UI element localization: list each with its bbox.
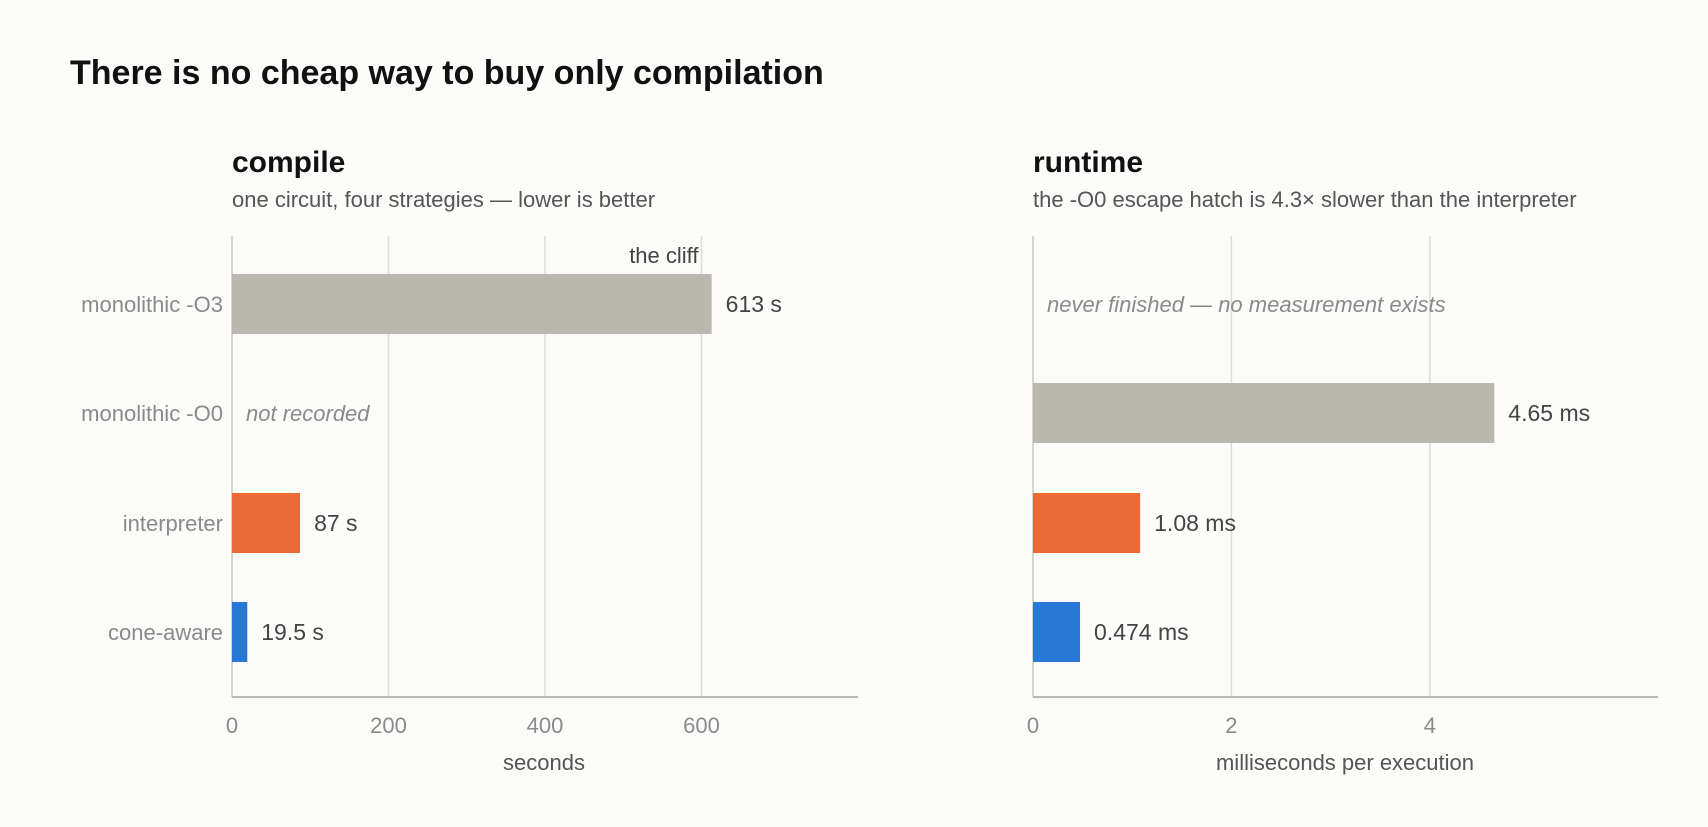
compile-x-tick-label: 600 <box>683 713 720 738</box>
runtime-bar-monolithic-o0 <box>1033 383 1495 443</box>
runtime-x-tick-label: 4 <box>1424 713 1436 738</box>
compile-bar-monolithic-o3 <box>232 274 712 334</box>
runtime-value-label-monolithic-o0: 4.65 ms <box>1508 400 1590 426</box>
runtime-panel: runtime the -O0 escape hatch is 4.3× slo… <box>1027 146 1658 775</box>
figure-title: There is no cheap way to buy only compil… <box>70 54 824 92</box>
compile-x-axis-label: seconds <box>503 750 585 775</box>
runtime-missing-note-monolithic-o3: never finished — no measurement exists <box>1047 292 1446 317</box>
compile-panel-subtitle: one circuit, four strategies — lower is … <box>232 187 655 212</box>
runtime-panel-title: runtime <box>1033 146 1143 179</box>
compile-x-tick-label: 400 <box>527 713 564 738</box>
runtime-x-tick-label: 0 <box>1027 713 1039 738</box>
compile-annotation: the cliff <box>629 243 699 268</box>
runtime-panel-subtitle: the -O0 escape hatch is 4.3× slower than… <box>1033 187 1577 212</box>
compile-bar-interpreter <box>232 493 301 553</box>
runtime-value-label-cone-aware: 0.474 ms <box>1094 619 1189 645</box>
category-label-monolithic-o0: monolithic -O0 <box>81 401 223 426</box>
compile-x-tick-label: 200 <box>370 713 407 738</box>
compile-panel: compile one circuit, four strategies — l… <box>81 146 858 775</box>
runtime-x-axis-label: milliseconds per execution <box>1216 750 1474 775</box>
compile-value-label-interpreter: 87 s <box>314 510 357 536</box>
runtime-bar-cone-aware <box>1033 602 1081 662</box>
compile-missing-note-monolithic-o0: not recorded <box>246 401 370 426</box>
runtime-bar-interpreter <box>1033 493 1141 553</box>
category-label-cone-aware: cone-aware <box>108 620 223 645</box>
compile-value-label-cone-aware: 19.5 s <box>261 619 324 645</box>
compile-value-label-monolithic-o3: 613 s <box>726 291 782 317</box>
category-label-monolithic-o3: monolithic -O3 <box>81 292 223 317</box>
category-label-interpreter: interpreter <box>123 511 223 536</box>
compile-bar-cone-aware <box>232 602 248 662</box>
runtime-value-label-interpreter: 1.08 ms <box>1154 510 1236 536</box>
compile-panel-title: compile <box>232 146 345 179</box>
runtime-x-tick-label: 2 <box>1225 713 1237 738</box>
compile-x-tick-label: 0 <box>226 713 238 738</box>
